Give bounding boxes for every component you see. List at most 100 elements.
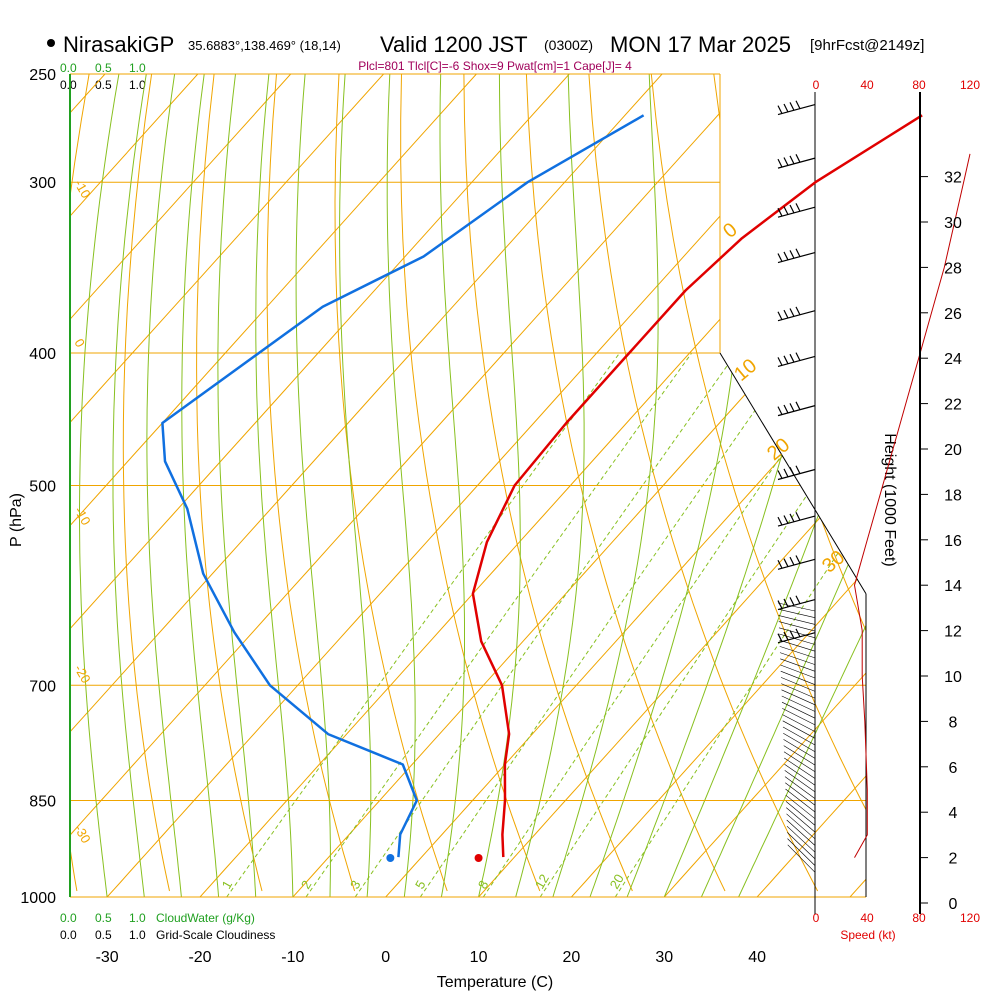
cloudiness-tick: 0.0: [60, 928, 77, 942]
wind-barb-feather: [795, 154, 801, 163]
moist-adiabat-line: [339, 74, 372, 897]
low-level-wind-line: [781, 701, 816, 719]
isotherm-line: [571, 74, 866, 897]
low-level-wind-line: [778, 627, 816, 639]
moist-adiabat-line: [738, 74, 866, 897]
wind-barb: [777, 206, 816, 218]
surface-temperature-marker: [474, 854, 483, 862]
mixing-ratio-line: [539, 352, 866, 897]
station-coords: 35.6883°,138.469° (18,14): [188, 38, 341, 53]
height-tick-label: 16: [944, 533, 962, 550]
moist-adiabat-line: [181, 74, 220, 897]
low-level-wind-line: [782, 726, 816, 746]
wind-barb-feather: [777, 560, 783, 569]
moist-adiabat-line: [552, 74, 659, 897]
moist-adiabat-line: [255, 74, 294, 897]
low-level-wind-line: [780, 677, 816, 692]
cloudwater-tick: 1.0: [129, 911, 146, 925]
wind-barb-feather: [783, 558, 789, 567]
height-tick-label: 2: [949, 851, 958, 868]
valid-time: Valid 1200 JST: [380, 32, 528, 57]
low-level-wind-line: [786, 825, 816, 853]
wind-barb: [777, 310, 816, 322]
height-tick-label: 26: [944, 306, 962, 323]
moist-adiabat-line: [478, 74, 521, 897]
dry-adiabat-line: [122, 74, 170, 892]
low-level-wind-line: [778, 615, 816, 625]
low-level-wind-line: [783, 745, 816, 766]
wind-speed-profile-line: [853, 153, 971, 858]
low-level-wind-line: [784, 776, 816, 799]
wind-barb-feather: [777, 600, 783, 609]
mixing-ratio-label: 8: [475, 878, 492, 892]
wind-barb-feather: [777, 158, 783, 168]
low-level-wind-line: [780, 664, 816, 679]
low-level-wind-line: [781, 695, 816, 712]
isotherm-line: [0, 74, 12, 897]
dry-adiabat-line: [400, 74, 541, 892]
wind-barb-feather: [789, 250, 795, 259]
cloudwater-scale-bottom: 0.0 0.5 1.0 CloudWater (g/Kg) 0.0 0.5 1.…: [60, 911, 275, 942]
wind-barb-feather: [783, 468, 789, 478]
low-level-wind-line: [786, 813, 816, 840]
isotherm-label: -20: [71, 662, 93, 686]
wind-barb-feather: [783, 206, 789, 215]
low-level-wind-line: [782, 708, 816, 726]
theta-label: 20: [763, 434, 794, 465]
low-level-wind-line: [787, 844, 816, 873]
moist-adiabat-line: [515, 74, 585, 897]
valid-date: MON 17 Mar 2025: [610, 32, 791, 57]
low-level-wind-line: [781, 683, 816, 699]
speed-tick: 120: [960, 78, 980, 92]
low-level-wind-line: [783, 751, 816, 773]
moist-adiabat-line: [386, 74, 416, 897]
theta-label: 0: [719, 219, 742, 243]
wind-barb-feather: [795, 401, 801, 411]
mixing-ratio-label: 2: [298, 878, 315, 892]
low-level-wind-line: [786, 807, 816, 833]
mixing-ratio-line: [419, 352, 796, 897]
height-tick-label: 6: [949, 760, 958, 777]
height-tick-label: 18: [944, 487, 962, 504]
mixing-ratio-label: 12: [532, 871, 552, 891]
low-level-wind-line: [785, 782, 816, 806]
wind-barb: [777, 515, 816, 527]
y-axis-title: P (hPa): [8, 493, 25, 547]
wind-barb-feather: [789, 403, 795, 412]
low-level-wind-line: [779, 646, 816, 659]
forecast-info: [9hrFcst@2149z]: [810, 37, 924, 54]
low-level-wind-line: [782, 714, 816, 732]
moist-adiabat-line: [295, 74, 331, 897]
sounding-profiles: [161, 114, 923, 862]
x-axis-title: Temperature (C): [437, 974, 553, 991]
isobars: [70, 73, 866, 898]
cloudwater-tick: 0.5: [95, 61, 112, 75]
mixing-ratio-label: 20: [607, 871, 627, 891]
isotherm-line: [106, 74, 849, 897]
speed-tick: 120: [960, 911, 980, 925]
wind-barb: [777, 558, 816, 570]
dry-adiabat-line: [525, 74, 726, 892]
wind-barb-feather: [795, 352, 801, 361]
wind-barb-feather: [789, 467, 795, 476]
low-level-wind-line: [784, 763, 816, 786]
wind-barb-feather: [795, 555, 801, 564]
wind-barb-feather: [795, 100, 801, 110]
wind-barb-feather: [783, 355, 789, 365]
low-level-wind-line: [780, 670, 816, 685]
wind-barb: [777, 405, 816, 417]
cloudwater-scale-top: 0.0 0.5 1.0 0.0 0.5 1.0: [60, 61, 146, 92]
height-tick-label: 10: [944, 669, 962, 686]
station-dot-icon: [47, 39, 55, 47]
wind-barb: [777, 468, 816, 481]
low-level-wind-line: [787, 832, 816, 860]
wind-barb-feather: [783, 598, 789, 608]
isotherm-line: [849, 74, 866, 897]
wind-barb-feather: [777, 357, 783, 366]
pressure-tick-label: 1000: [20, 890, 56, 907]
low-level-wind-line: [787, 838, 816, 866]
dry-adiabat-line: [650, 74, 866, 892]
speed-tick: 0: [813, 78, 820, 92]
dry-adiabat-line: [0, 74, 27, 891]
low-level-wind-line: [778, 621, 816, 632]
